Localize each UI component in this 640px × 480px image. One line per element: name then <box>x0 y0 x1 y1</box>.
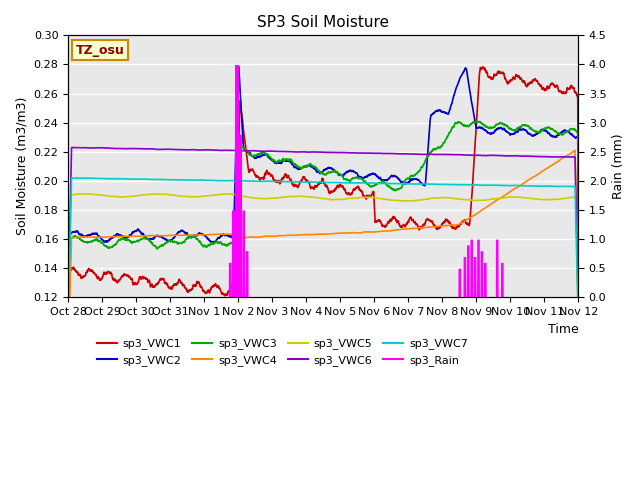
X-axis label: Time: Time <box>548 323 579 336</box>
Legend: sp3_VWC1, sp3_VWC2, sp3_VWC3, sp3_VWC4, sp3_VWC5, sp3_VWC6, sp3_VWC7, sp3_Rain: sp3_VWC1, sp3_VWC2, sp3_VWC3, sp3_VWC4, … <box>93 334 472 370</box>
Text: TZ_osu: TZ_osu <box>76 44 125 57</box>
Y-axis label: Soil Moisture (m3/m3): Soil Moisture (m3/m3) <box>15 97 28 236</box>
Title: SP3 Soil Moisture: SP3 Soil Moisture <box>257 15 389 30</box>
Y-axis label: Rain (mm): Rain (mm) <box>612 133 625 199</box>
